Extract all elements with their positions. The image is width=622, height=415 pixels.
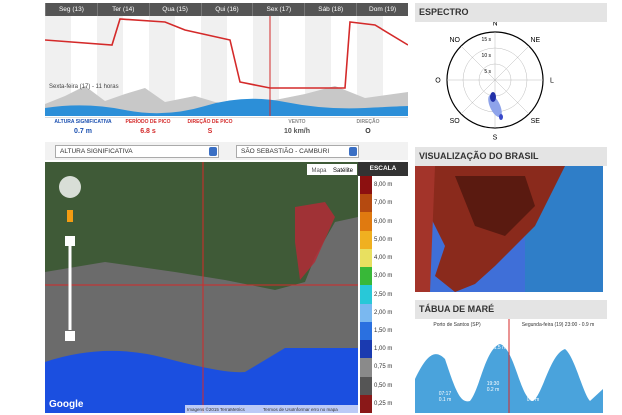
scale-title: ESCALA [358, 162, 408, 176]
day-label[interactable]: Qua (15) [148, 3, 201, 16]
stat-label: DIREÇÃO DE PICO [187, 119, 233, 125]
direction-label: SO [450, 118, 461, 125]
timestamp: Sexta-feira (17) - 11 horas [49, 84, 119, 90]
stat-value: S [207, 128, 213, 135]
scale-swatch [360, 230, 372, 249]
tide-time: 19:30 [487, 381, 500, 387]
day-label[interactable]: Ter (14) [96, 3, 149, 16]
scale-swatch [360, 394, 372, 413]
ring-label: 10 s [482, 53, 492, 59]
scale-swatch [360, 358, 372, 377]
tide-height: 0.2 m [487, 387, 500, 393]
day-label[interactable]: Qui (16) [200, 3, 253, 16]
tide-height: 0.2 m [527, 397, 540, 403]
tide-time: 01:51 [527, 346, 540, 352]
stat-label: PERÍODO DE PICO [125, 119, 171, 125]
direction-label: S [493, 135, 498, 141]
scale-label: 3,00 m [374, 273, 393, 280]
tide-chart: Porto de Santos (SP) Segunda-feira (19) … [415, 319, 603, 413]
scale-label: 8,00 m [374, 182, 393, 189]
direction-label: N [492, 22, 497, 28]
scale-swatch [360, 176, 372, 195]
scale-swatch [360, 248, 372, 268]
scale-label: 4,00 m [374, 255, 393, 262]
tide-time: 14:51 [559, 339, 572, 345]
stat-value: 10 km/h [283, 128, 311, 135]
stat-label: DIREÇÃO [356, 119, 380, 125]
ring-label: 15 s [482, 37, 492, 43]
day-label[interactable]: Sex (17) [252, 3, 304, 16]
scale-swatch [360, 267, 372, 286]
tide-height: 1.1 m [419, 352, 432, 358]
tide-time: 01:45 [419, 346, 432, 352]
direction-label: NO [449, 37, 460, 44]
scale: ESCALA 8,00 m 7,00 m 6,00 m 5,00 m 4,00 m 3,0… [358, 162, 408, 413]
direction-label: L [550, 78, 554, 85]
stats-row: ALTURA SIGNIFICATIVA 0.7 m PERÍODO DE PICO… [45, 117, 408, 140]
scale-swatch [360, 340, 372, 359]
tide-day: Segunda-feira (13) [434, 335, 480, 341]
tide-day: Terça-feira (14) [546, 335, 583, 341]
tide-time: 07:47 [527, 391, 540, 397]
forecast-chart: Sexta-feira (17) - 11 horas [45, 16, 408, 116]
panel-title: VISUALIZAÇÃO DO BRASIL [415, 147, 607, 166]
logo: Google [49, 399, 84, 410]
tide-time: 14:13 [494, 339, 507, 345]
map-type[interactable]: Mapa [311, 168, 327, 174]
scale-label: 0,75 m [374, 364, 393, 371]
direction-label: NE [530, 37, 540, 44]
scale-swatch [360, 321, 372, 341]
scale-label: 2,50 m [374, 291, 393, 298]
map[interactable]: Mapa Satélite Google Imagens ©2015 Terra… [45, 162, 358, 413]
scale-swatch [360, 376, 372, 395]
stat-value: O [365, 128, 371, 135]
day-label[interactable]: Sáb (18) [304, 3, 356, 16]
tide-current: Segunda-feira (19) 23:00 - 0.9 m [522, 322, 595, 328]
tide-height: 1.2 m [527, 352, 540, 358]
scale-label: 0,50 m [374, 382, 393, 389]
tide-time: 07:17 [439, 391, 452, 397]
stat-label: VENTO [288, 119, 306, 125]
tide-height: 1.5 m [559, 345, 572, 351]
scale-swatch [360, 194, 372, 213]
scale-label: 0,25 m [374, 400, 393, 407]
brazil-map [415, 166, 603, 292]
stat-value: 6.8 s [140, 128, 156, 135]
location-select[interactable]: SÃO SEBASTIÃO - CAMBURI [236, 145, 359, 158]
tide-height: 1.5 m [494, 345, 507, 351]
map-type[interactable]: Satélite [333, 168, 354, 174]
attribution: Imagens ©2015 TerraMetrics [187, 406, 246, 412]
scale-label: 1,00 m [374, 346, 393, 353]
scale-label: 2,00 m [374, 309, 393, 316]
stat-label: ALTURA SIGNIFICATIVA [54, 119, 112, 125]
ring-label: 5 s [484, 69, 491, 75]
stat-value: 0.7 m [74, 128, 92, 135]
scale-swatch [360, 212, 372, 231]
day-label[interactable]: Seg (13) [45, 3, 97, 16]
scale-label: 5,00 m [374, 236, 393, 243]
panel-title: TÁBUA DE MARÉ [415, 300, 607, 319]
direction-label: SE [531, 118, 541, 125]
scale-swatch [360, 303, 372, 322]
scale-swatch [360, 285, 372, 304]
tide-height: 0.1 m [439, 397, 452, 403]
scale-label: 6,00 m [374, 218, 393, 225]
spectrum-plot: N NE L SE S SO O NO 15 s 10 s 5 s [435, 22, 554, 141]
scale-label: 1,50 m [374, 327, 393, 334]
direction-label: O [435, 78, 441, 85]
map-link[interactable]: Informar erro no mapa [293, 407, 338, 412]
map-link[interactable]: Termos de Uso [263, 407, 294, 412]
panel-title: ESPECTRO [415, 3, 607, 22]
day-label[interactable]: Dom (19) [356, 3, 408, 16]
variable-select[interactable]: ALTURA SIGNIFICATIVA [55, 145, 219, 158]
scale-label: 7,00 m [374, 200, 393, 207]
day-bar: Seg (13) Ter (14) Qua (15) Qui (16) Sex (17)… [45, 3, 408, 16]
port: Porto de Santos (SP) [433, 322, 481, 328]
